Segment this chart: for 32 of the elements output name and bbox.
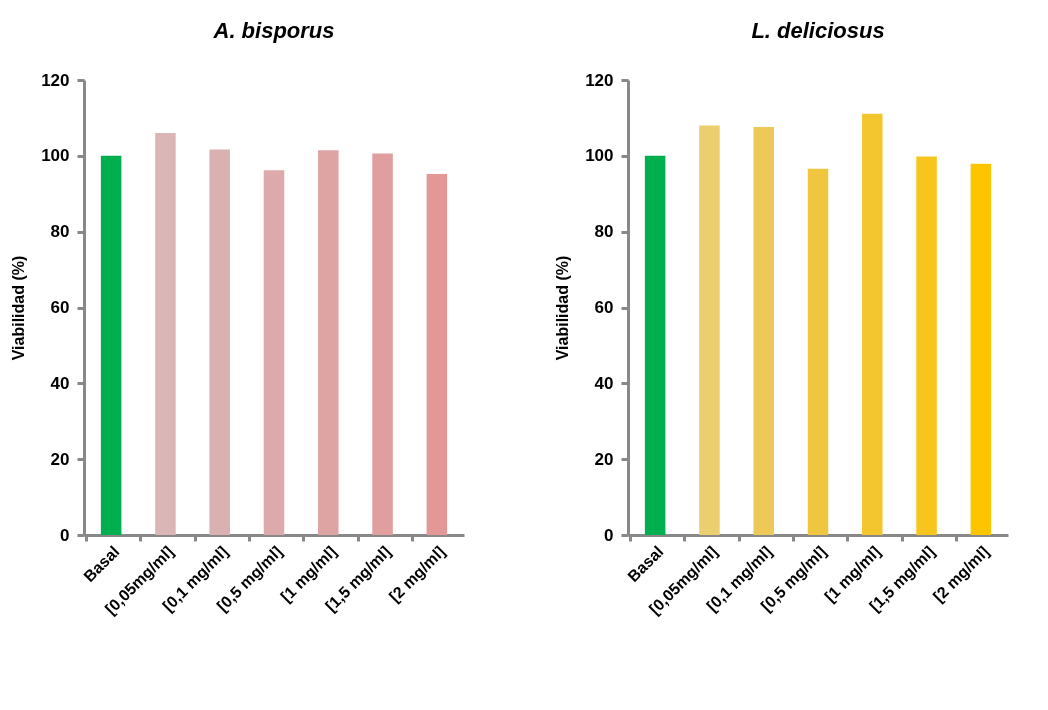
bar [916,156,937,535]
bar [807,168,829,535]
bar [862,113,883,535]
bar [100,155,122,535]
bar [970,163,992,535]
chart-title: A. bisporus [212,18,335,43]
y-axis-title: Viabilidad (%) [554,255,572,361]
y-axis-title: Viabilidad (%) [10,255,28,361]
bar [155,133,176,535]
y-tick-label: 80 [594,222,614,242]
y-tick-label: 0 [604,525,614,545]
bar [209,149,230,535]
y-tick-label: 60 [594,298,614,317]
bar [699,125,720,535]
bar [753,127,774,535]
y-tick-label: 20 [594,449,614,469]
y-tick-label: 60 [50,298,70,317]
y-tick-label: 40 [50,373,70,393]
y-tick-label: 100 [585,146,614,166]
bar [318,150,339,535]
bar [644,155,666,535]
y-tick-label: 120 [585,70,614,90]
chart-title: L. deliciosus [751,18,885,43]
bar [372,153,393,535]
bar [426,174,448,535]
y-tick-label: 100 [41,146,70,166]
y-tick-label: 80 [50,222,70,242]
bar [263,170,285,535]
y-tick-label: 20 [50,449,70,469]
y-tick-label: 0 [60,525,70,545]
y-tick-label: 120 [41,70,70,90]
y-tick-label: 40 [594,373,614,393]
